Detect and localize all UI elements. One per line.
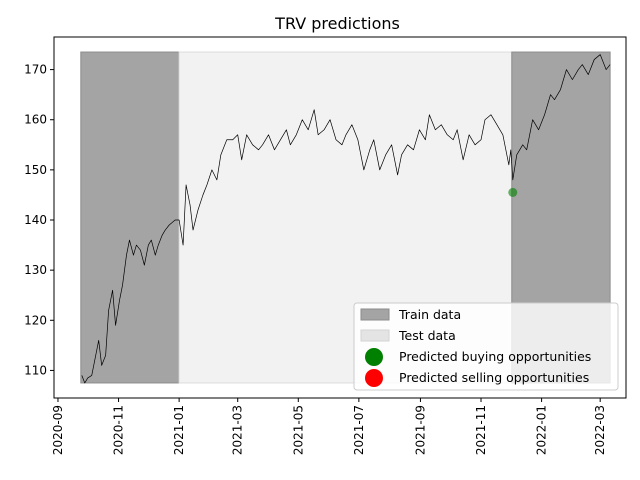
x-tick-label-2020-11: 2020-11	[112, 405, 126, 455]
y-tick-label-150: 150	[24, 163, 47, 177]
y-tick-label-110: 110	[24, 363, 47, 377]
chart-title: TRV predictions	[274, 14, 400, 33]
x-tick-label-2021-09: 2021-09	[413, 405, 427, 455]
legend-label-test-data: Test data	[398, 328, 456, 343]
region-train-0	[80, 51, 180, 384]
legend: Train data Test data Predicted buying oppo…	[353, 302, 619, 391]
prediction-markers	[508, 187, 518, 197]
x-tick-label-2021-01: 2021-01	[172, 405, 186, 455]
price-series	[81, 54, 611, 384]
x-tick-label-2022-01: 2022-01	[535, 405, 549, 455]
y-tick-label-140: 140	[24, 213, 47, 227]
legend-swatch-test-data	[360, 329, 390, 342]
shaded-regions	[80, 51, 611, 384]
price-line-0	[81, 54, 611, 384]
x-tick-label-2021-07: 2021-07	[352, 405, 366, 455]
x-axis: 2020-09 2020-11 2021-01 2021-03 2021-05 2021-…	[51, 398, 607, 455]
y-tick-label-160: 160	[24, 113, 47, 127]
plot-frame	[53, 36, 627, 399]
legend-label-predicted-selling-opportunities: Predicted selling opportunities	[399, 370, 589, 385]
legend-swatch-predicted-buying-opportunities	[365, 348, 383, 366]
legend-label-predicted-buying-opportunities: Predicted buying opportunities	[399, 349, 591, 364]
x-tick-label-2021-05: 2021-05	[291, 405, 305, 455]
x-tick-label-2020-09: 2020-09	[51, 405, 65, 455]
y-tick-label-130: 130	[24, 263, 47, 277]
legend-box	[353, 302, 619, 391]
y-tick-label-170: 170	[24, 63, 47, 77]
x-tick-label-2021-11: 2021-11	[474, 405, 488, 455]
y-axis: 110 120 130 140 150 160 170	[24, 63, 54, 377]
legend-swatch-train-data	[360, 308, 390, 321]
legend-label-train-data: Train data	[398, 307, 461, 322]
y-tick-label-120: 120	[24, 313, 47, 327]
buy-marker-0	[508, 187, 518, 197]
x-tick-label-2021-03: 2021-03	[231, 405, 245, 455]
legend-swatch-predicted-selling-opportunities	[365, 369, 383, 387]
x-tick-label-2022-03: 2022-03	[593, 405, 607, 455]
